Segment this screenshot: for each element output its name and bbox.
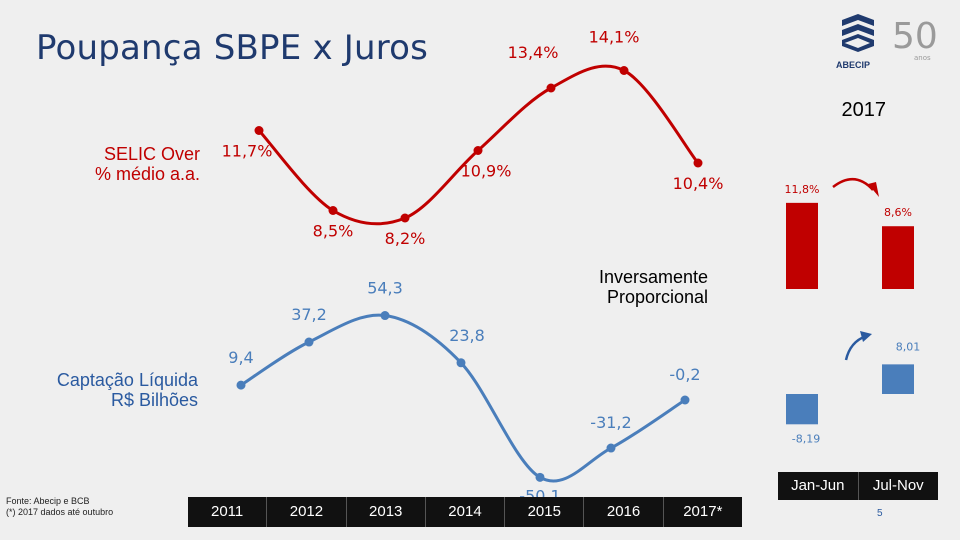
period-tick-1: Jul-Nov <box>872 477 924 494</box>
year-tick-2: 2013 <box>347 497 426 527</box>
selic-label-2: 8,2% <box>385 229 426 248</box>
year-tick-4: 2015 <box>505 497 585 527</box>
inverse-note: Inversamente Proporcional <box>560 267 708 307</box>
logo-text: ABECIP <box>836 60 871 70</box>
selic-point-2 <box>400 213 410 223</box>
captacao-axis-label: Captação Líquida R$ Bilhões <box>10 370 198 410</box>
selic-2017-bar-label-0: 11,8% <box>785 183 820 196</box>
selic-label-5: 14,1% <box>589 28 640 47</box>
year-tick-6: 2017* <box>683 503 723 520</box>
period-axis: Jan-Jun Jul-Nov <box>778 472 938 500</box>
period-label: 2017 <box>841 99 887 121</box>
inverse-line2: Proporcional <box>606 287 708 307</box>
blue-arrow-head <box>860 331 872 342</box>
selic-2017-bar-0 <box>786 202 818 289</box>
selic-label-line2: % médio a.a. <box>94 164 200 184</box>
page-title: Poupança SBPE x Juros <box>36 28 429 68</box>
selic-axis-label: SELIC Over % médio a.a. <box>40 144 200 184</box>
captacao-point-1 <box>304 337 314 347</box>
selic-2017-bar-1 <box>882 226 914 289</box>
source-note: Fonte: Abecip e BCB (*) 2017 dados até o… <box>6 496 113 518</box>
captacao-label-line1: Captação Líquida <box>56 370 198 390</box>
captacao-point-3 <box>456 358 466 368</box>
red-arrow <box>832 178 874 191</box>
captacao-point-5 <box>606 443 616 453</box>
selic-label-6: 10,4% <box>673 174 724 193</box>
captacao-label-0: 9,4 <box>228 348 253 367</box>
year-axis: 2011 2012 2013 2014 2015 2016 2017* <box>188 497 742 527</box>
year-tick-3: 2014 <box>426 497 506 527</box>
abecip-logo: 50 anos <box>842 14 938 62</box>
captacao-2017-bar-label-0: -8,19 <box>792 432 820 445</box>
selic-point-4 <box>546 83 556 93</box>
selic-point-6 <box>693 158 703 168</box>
selic-point-5 <box>619 66 629 75</box>
source-line1: Fonte: Abecip e BCB <box>6 496 90 506</box>
captacao-2017-bar-label-1: 8,01 <box>896 340 921 353</box>
selic-label-line1: SELIC Over <box>103 144 200 164</box>
captacao-2017-bar-0 <box>786 394 818 425</box>
captacao-point-4 <box>535 472 545 482</box>
selic-point-0 <box>254 126 264 135</box>
inverse-line1: Inversamente <box>598 267 708 287</box>
selic-label-1: 8,5% <box>313 222 354 241</box>
captacao-point-6 <box>680 395 690 405</box>
selic-label-0: 11,7% <box>222 142 273 161</box>
svg-text:50: 50 <box>892 16 938 57</box>
captacao-label-6: -0,2 <box>669 365 700 384</box>
year-tick-1: 2012 <box>267 497 347 527</box>
year-tick-0: 2011 <box>188 497 268 527</box>
red-arrow-head <box>868 182 879 197</box>
selic-label-3: 10,9% <box>461 162 512 181</box>
captacao-label-3: 23,8 <box>449 326 485 345</box>
period-tick-0: Jan-Jun <box>778 472 859 500</box>
page-number: 5 <box>877 508 883 519</box>
year-tick-5: 2016 <box>584 497 664 527</box>
selic-point-3 <box>473 146 483 155</box>
selic-point-1 <box>328 206 338 215</box>
source-line2: (*) 2017 dados até outubro <box>6 507 114 517</box>
captacao-label-line2: R$ Bilhões <box>110 390 198 410</box>
captacao-point-2 <box>380 311 390 321</box>
captacao-label-1: 37,2 <box>291 305 327 324</box>
selic-label-4: 13,4% <box>508 43 559 62</box>
captacao-label-2: 54,3 <box>367 279 403 298</box>
captacao-2017-bar-1 <box>882 364 914 394</box>
captacao-point-0 <box>236 380 246 390</box>
selic-2017-bar-label-1: 8,6% <box>884 206 912 219</box>
selic-line <box>257 64 700 226</box>
captacao-label-5: -31,2 <box>590 413 631 432</box>
svg-text:anos: anos <box>914 54 931 62</box>
